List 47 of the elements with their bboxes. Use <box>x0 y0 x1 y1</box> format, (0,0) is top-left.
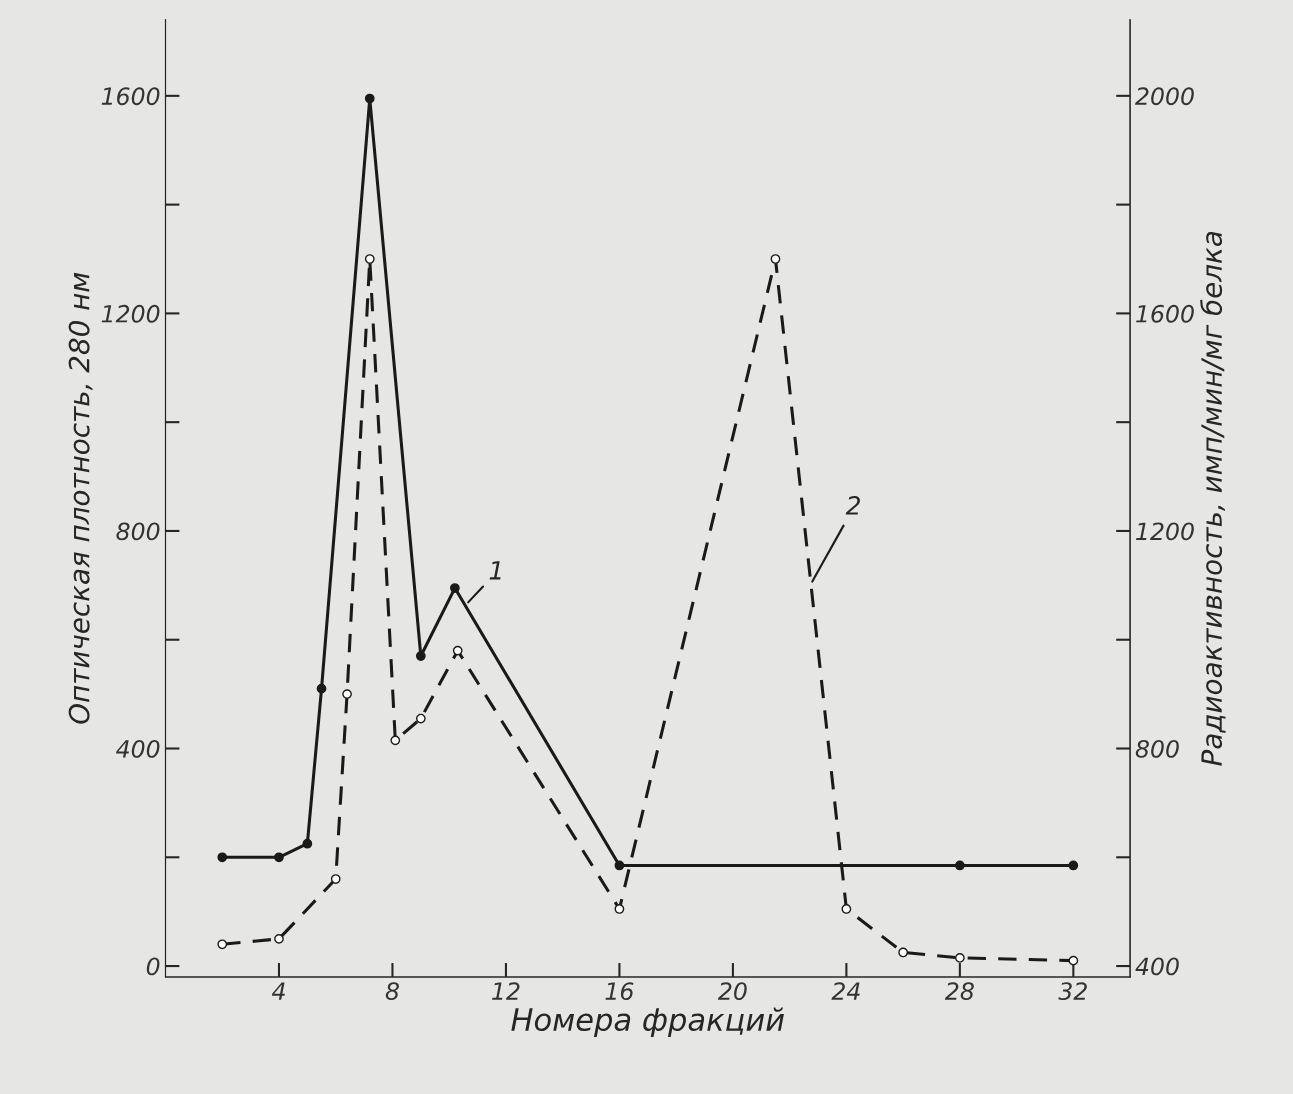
point <box>390 735 401 746</box>
y-tick-label: 800 <box>116 522 160 541</box>
point <box>415 651 426 661</box>
y2-tick-label: 1200 <box>1136 522 1194 541</box>
point <box>1068 955 1079 966</box>
point <box>316 683 327 694</box>
point <box>450 583 460 593</box>
y-tick-label: 1600 <box>101 87 160 106</box>
point <box>217 852 228 863</box>
y2-tick-label: 1600 <box>1136 304 1194 323</box>
y2-tick-label: 800 <box>1135 739 1179 758</box>
point <box>364 254 375 264</box>
point <box>955 953 965 963</box>
x-tick-label: 16 <box>605 982 634 1001</box>
point <box>614 860 625 871</box>
point <box>330 874 341 884</box>
point <box>217 939 228 950</box>
y-axis-title: Оптическая плотность, 280 нм <box>68 272 93 724</box>
x-tick-label: 20 <box>717 982 747 1001</box>
y2-tick-label: 400 <box>1135 957 1179 976</box>
x-tick-label: 12 <box>492 982 520 1000</box>
point <box>342 689 352 699</box>
y2-tick-label: 2000 <box>1135 87 1194 106</box>
y-tick-label: 0 <box>146 957 160 976</box>
point <box>614 904 625 914</box>
x-tick-label: 32 <box>1058 982 1087 1001</box>
point <box>770 254 781 264</box>
x-tick-label: 28 <box>944 982 974 1001</box>
point <box>898 947 908 958</box>
point <box>274 934 284 944</box>
point <box>955 860 965 871</box>
point <box>274 852 284 863</box>
x-tick-label: 4 <box>271 982 285 1000</box>
y2-axis-title: Радиоактивность, имп/мин/мг белка <box>1200 232 1226 766</box>
point <box>452 645 463 656</box>
point <box>415 713 426 724</box>
y-tick-label: 400 <box>116 739 160 758</box>
series-label: 2 <box>845 495 860 515</box>
x-tick-label: 24 <box>831 982 860 1000</box>
point <box>1068 860 1079 871</box>
y-tick-label: 1200 <box>101 304 160 323</box>
x-tick-label: 8 <box>385 982 399 1001</box>
point <box>841 904 852 914</box>
point <box>364 93 375 104</box>
series-label: 1 <box>489 561 501 580</box>
x-axis-title: Номера фракций <box>511 1007 784 1037</box>
point <box>302 838 313 849</box>
